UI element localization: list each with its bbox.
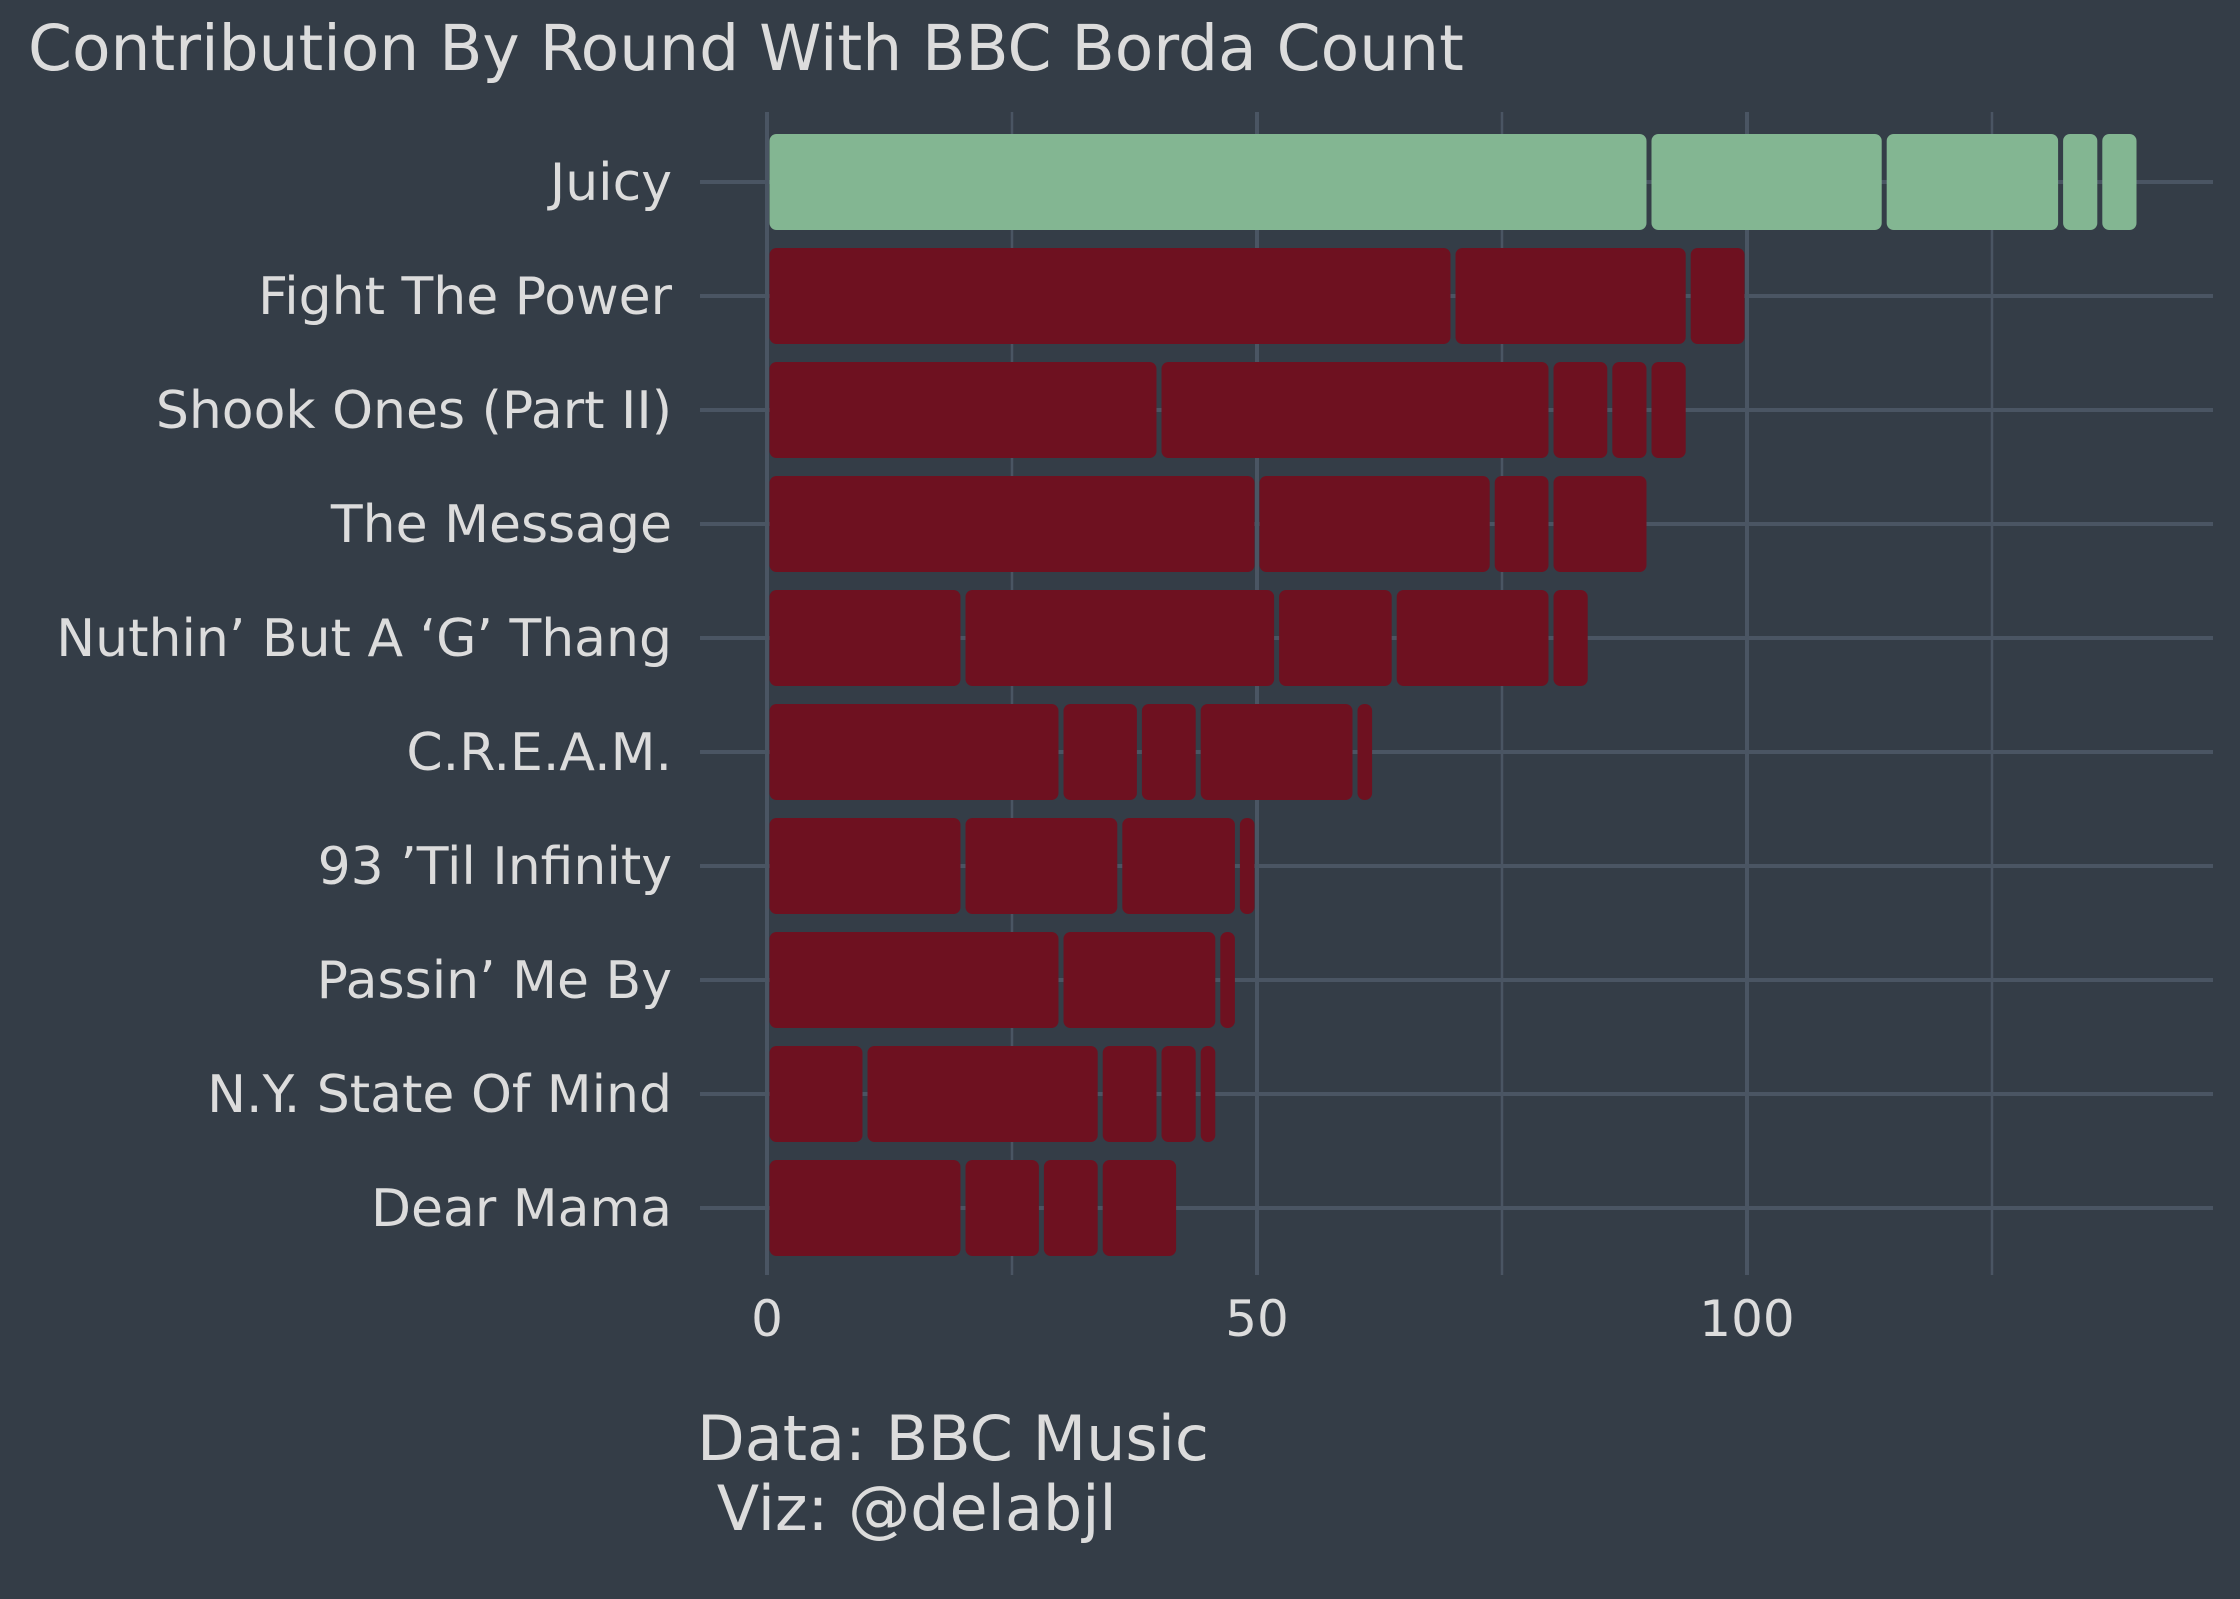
- caption-viz-credit: Viz: @delabjl: [697, 1472, 1117, 1545]
- bar-segment: [1396, 590, 1549, 686]
- bar-group: [769, 1046, 1216, 1142]
- bar-segment: [1279, 590, 1392, 686]
- bar-segment: [1553, 590, 1588, 686]
- bar-segment: [769, 362, 1157, 458]
- bar-segment: [1161, 362, 1549, 458]
- bar-group: [769, 704, 1373, 800]
- category-label: N.Y. State Of Mind: [207, 1065, 672, 1125]
- labels-layer: Juicy Fight The Power Shook Ones (Part II)…: [56, 153, 1794, 1348]
- category-label: Shook Ones (Part II): [156, 381, 672, 441]
- bar-segment: [769, 134, 1647, 230]
- bar-segment: [1690, 248, 1745, 344]
- bar-segment: [1553, 362, 1608, 458]
- bar-segment: [2102, 134, 2137, 230]
- category-label: 93 ’Til Infinity: [318, 837, 672, 897]
- bar-segment: [1141, 704, 1196, 800]
- bar-group: [769, 362, 1686, 458]
- bar-segment: [1122, 818, 1235, 914]
- bar-segment: [769, 704, 1059, 800]
- bar-segment: [1651, 362, 1686, 458]
- bar-segment: [1612, 362, 1647, 458]
- bar-segment: [1239, 818, 1255, 914]
- chart-title: Contribution By Round With BBC Borda Cou…: [28, 12, 1464, 85]
- category-label: Nuthin’ But A ‘G’ Thang: [56, 609, 672, 669]
- bar-group: [769, 248, 1745, 344]
- bar-segment: [1357, 704, 1373, 800]
- bar-segment: [1161, 1046, 1196, 1142]
- bar-group: [769, 590, 1588, 686]
- bars-layer: [769, 134, 2137, 1256]
- x-tick-label: 0: [751, 1290, 783, 1348]
- bar-segment: [1102, 1046, 1157, 1142]
- caption-data-source: Data: BBC Music: [697, 1402, 1209, 1475]
- bar-segment: [965, 590, 1275, 686]
- x-tick-label: 100: [1699, 1290, 1794, 1348]
- bar-segment: [769, 248, 1451, 344]
- category-label: Dear Mama: [371, 1179, 672, 1239]
- bar-segment: [769, 476, 1255, 572]
- bar-segment: [1259, 476, 1490, 572]
- bar-segment: [1200, 704, 1353, 800]
- bar-segment: [769, 590, 961, 686]
- category-label: The Message: [330, 495, 672, 555]
- bar-segment: [867, 1046, 1098, 1142]
- bar-segment: [1651, 134, 1882, 230]
- category-label: Juicy: [547, 153, 672, 213]
- x-tick-label: 50: [1225, 1290, 1289, 1348]
- bar-segment: [1553, 476, 1647, 572]
- bar-segment: [1043, 1160, 1098, 1256]
- bar-segment: [769, 932, 1059, 1028]
- bar-segment: [965, 1160, 1039, 1256]
- bar-segment: [1886, 134, 2059, 230]
- bar-segment: [1063, 932, 1216, 1028]
- category-label: Passin’ Me By: [317, 951, 672, 1011]
- bar-group: [769, 134, 2137, 230]
- bar-group: [769, 818, 1255, 914]
- bar-segment: [2063, 134, 2098, 230]
- bar-segment: [769, 1160, 961, 1256]
- bar-group: [769, 476, 1647, 572]
- category-label: Fight The Power: [258, 267, 673, 327]
- bar-segment: [1063, 704, 1137, 800]
- category-label: C.R.E.A.M.: [406, 723, 672, 783]
- bar-segment: [1102, 1160, 1177, 1256]
- bar-group: [769, 932, 1235, 1028]
- bar-segment: [1455, 248, 1686, 344]
- bar-segment: [769, 1046, 863, 1142]
- bar-segment: [1494, 476, 1549, 572]
- bar-group: [769, 1160, 1177, 1256]
- bar-segment: [769, 818, 961, 914]
- bar-segment: [1200, 1046, 1216, 1142]
- bar-segment: [965, 818, 1118, 914]
- bar-segment: [1220, 932, 1235, 1028]
